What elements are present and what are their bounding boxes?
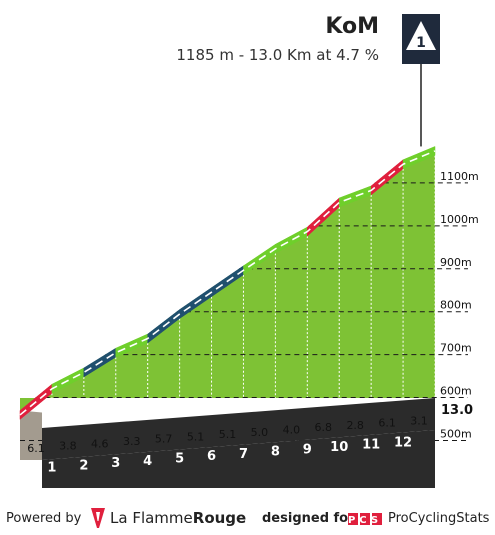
footer: Powered by La FlammeRouge designed for P… xyxy=(0,505,495,535)
kom-category-badge: 1 xyxy=(402,14,440,64)
gradient-label: 5.1 xyxy=(187,430,205,443)
gradient-label: 2.8 xyxy=(346,419,364,432)
road-centerline xyxy=(19,150,436,416)
profile-side-face xyxy=(20,410,42,460)
flame-logo-icon xyxy=(91,508,105,528)
designed-for-label: designed for xyxy=(262,511,355,526)
base-strip-front xyxy=(42,460,435,488)
y-tick-label: 1000m xyxy=(440,213,479,226)
y-tick-label: 500m xyxy=(440,427,472,440)
gradient-label: 6.8 xyxy=(315,421,333,434)
km-label: 12 xyxy=(394,435,412,450)
km-label: 10 xyxy=(330,440,348,455)
km-label: 3 xyxy=(111,456,120,471)
road-centerline-path xyxy=(19,150,436,416)
gradient-label: 3.8 xyxy=(59,440,77,453)
base-strip xyxy=(42,398,435,488)
km-label: 9 xyxy=(303,442,312,457)
page-title: KoM xyxy=(325,14,379,39)
y-tick-label: 700m xyxy=(440,342,472,355)
gradient-label: 3.3 xyxy=(123,435,141,448)
powered-by-label: Powered by xyxy=(6,511,82,526)
pcs-logo-text: PCS xyxy=(348,515,382,525)
brand-name-part-a: La Flamme xyxy=(110,509,193,527)
km-label: 1 xyxy=(47,461,56,476)
gradient-label: 5.0 xyxy=(251,426,269,439)
climb-summary: 1185 m - 13.0 Km at 4.7 % xyxy=(176,46,379,64)
badge-category: 1 xyxy=(416,35,426,51)
km-label: 5 xyxy=(175,452,184,467)
gradient-label: 6.1 xyxy=(378,417,396,430)
base-strip-bevel xyxy=(42,430,435,460)
brand-name[interactable]: La FlammeRouge xyxy=(110,509,246,527)
km-label: 7 xyxy=(239,447,248,462)
km-label: 11 xyxy=(362,438,380,453)
gradient-label: 5.1 xyxy=(219,428,237,441)
badge-triangle-icon xyxy=(406,21,436,50)
km-label: 6 xyxy=(207,449,216,464)
y-tick-label: 800m xyxy=(440,299,472,312)
km-gridlines xyxy=(51,155,436,398)
km-label: 8 xyxy=(271,445,280,460)
pcs-site-name[interactable]: ProCyclingStats xyxy=(388,511,490,526)
y-tick-label: 900m xyxy=(440,256,472,269)
gradient-label: 5.7 xyxy=(155,433,173,446)
distance-label: 13.0 xyxy=(441,403,473,418)
gradient-label: 6.1 xyxy=(27,442,45,455)
y-tick-label: 600m xyxy=(440,385,472,398)
gradient-label: 4.6 xyxy=(91,437,109,450)
gradient-label: 4.0 xyxy=(283,423,301,436)
gradient-label: 3.1 xyxy=(410,414,428,427)
y-tick-label: 1100m xyxy=(440,170,479,183)
profile-side-face-shape xyxy=(20,410,42,460)
km-label: 4 xyxy=(143,454,152,469)
brand-name-part-b: Rouge xyxy=(192,509,247,527)
pcs-logo-icon: PCS xyxy=(348,513,382,525)
base-strip-top xyxy=(42,398,435,460)
km-label: 2 xyxy=(79,458,88,473)
gradient-segment xyxy=(402,146,436,170)
